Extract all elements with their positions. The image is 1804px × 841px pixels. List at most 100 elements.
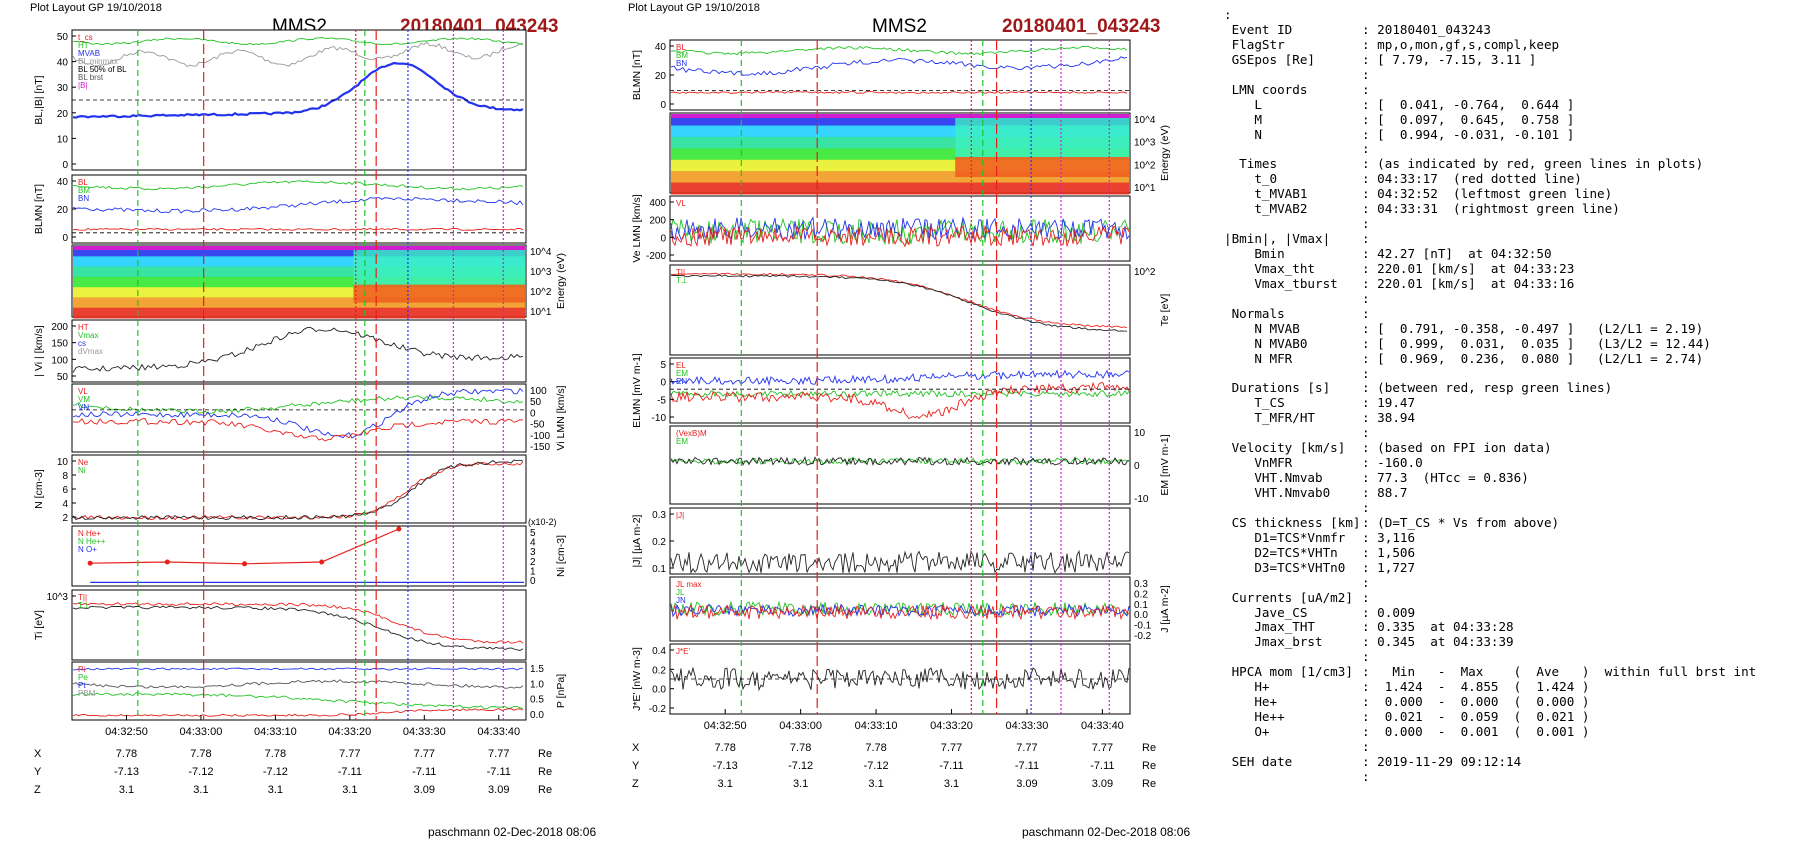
spectrogram-band [73,246,525,250]
summary-key: M [1224,111,1262,127]
y-axis-label: ELMN [mV m-1] [631,353,643,428]
y-tick-label: 20 [57,109,69,120]
summary-key: VHT.Nmvab [1224,470,1323,486]
panel-7: 0.3 0.2 0.1 |J| [µA m-2] |J| [631,507,1131,575]
ephem-value: -7.13 [114,766,139,778]
summary-value: : [1362,425,1370,441]
summary-value: : (as indicated by red, green lines in p… [1362,156,1704,172]
summary-key: He++ [1224,709,1285,725]
y-tick-label-right: 10^4 [1134,115,1156,126]
summary-line: : [1224,500,1800,516]
legend-entry: |B| [78,81,88,90]
y-tick-label: 5 [660,360,666,371]
summary-key: Bmin [1224,246,1285,261]
summary-key: D2=TCS*VHTn [1224,544,1338,560]
series-line [90,528,400,565]
spectrogram-band [671,114,1129,126]
summary-key: Jmax_THT [1224,619,1315,635]
summary-line: : [1224,216,1800,232]
y-tick-label-right: 10 [1134,428,1146,439]
y-tick-label-right: 10^2 [1134,267,1156,278]
y-axis-label: J [µA m-2] [1159,585,1171,633]
y-tick-label-right: -10 [1134,494,1149,505]
spectrogram-band [671,125,1129,138]
summary-key: He+ [1224,694,1278,710]
y-tick-label-right: 10^4 [530,247,552,258]
legend-entry: EN [676,377,687,386]
series-line [670,603,1130,621]
ephem-value: 3.1 [944,778,959,790]
y-tick-label-right: -0.2 [1134,631,1152,642]
y-tick-label: 150 [51,339,68,350]
y-tick-label-right: 0 [1134,461,1140,472]
series-line [670,90,1128,94]
y-tick-label: 6 [62,485,68,496]
y-axis-label: Ve LMN [km/s] [631,194,643,262]
legend-entry: VL [676,199,686,208]
y-axis-label: Vi LMN [km/s] [555,385,567,450]
series-line [72,180,524,191]
ephem-value: 3.1 [119,784,134,796]
summary-line: N: [ 0.994, -0.031, -0.101 ] [1224,127,1800,143]
y-axis-label: BLMN [nT] [33,184,45,234]
legend-entry: BL minmax [78,57,118,66]
legend-entry: J*E' [676,647,690,656]
summary-line: Jmax_brst: 0.345 at 04:33:39 [1224,634,1800,650]
footer: paschmann 02-Dec-2018 08:06 [428,825,596,839]
summary-value: : 0.000 - 0.001 ( 0.001 ) [1362,724,1590,739]
y-tick-label: 20 [57,205,69,216]
summary-value: : 3,116 [1362,529,1416,545]
summary-key: Jave_CS [1224,604,1308,620]
summary-value: : [1362,231,1370,247]
spectrogram-band [671,114,1129,118]
summary-value: : 04:33:17 (red dotted line) [1362,171,1582,187]
summary-value: : 04:32:52 (leftmost green line) [1362,186,1613,202]
y-tick-label-right: 10^3 [1134,138,1156,149]
summary-line: : [1224,66,1800,83]
legend-entry: Vmax [78,331,98,340]
summary-key: Normals [1224,305,1285,321]
summary-value: : 220.01 [km/s] at 04:33:16 [1362,275,1575,291]
panel-frame [71,383,527,453]
ephem-value: 3.1 [268,784,283,796]
legend-entry: N He++ [78,537,106,546]
ephem-value: 3.09 [414,784,435,796]
summary-value: : mp,o,mon,gf,s,compl,keep [1362,36,1560,52]
summary-line: t_0: 04:33:17 (red dotted line) [1224,171,1800,187]
summary-key: T_CS [1224,395,1285,411]
legend-entry: Pt [78,681,86,690]
y-tick-label-right: 0.2 [1134,589,1148,600]
ephem-value: 7.77 [941,742,962,754]
ephem-unit: Re [538,766,552,778]
spectrogram-band [73,276,525,288]
legend-entry: Ne [78,458,89,467]
summary-key: D1=TCS*Vnmfr [1224,529,1346,545]
event-title: 20180401_043243 [1002,16,1161,37]
ephem-value: -7.11 [1015,760,1039,772]
summary-line: : [1224,291,1800,307]
legend-entry: N He+ [78,529,101,538]
y-tick-label: 4 [62,499,68,510]
y-tick-label-right: 1 [530,566,536,577]
y-tick-label: 200 [51,322,68,333]
y-tick-label-right: 3 [530,547,536,558]
legend-entry: EM [676,369,688,378]
summary-value: : [1362,66,1370,82]
ephem-value: -7.11 [939,760,963,772]
legend-entry: PBM [78,689,96,698]
y-tick-label-right: 1.0 [530,679,544,690]
ephem-value: 7.78 [865,742,886,754]
summary-value: : [1362,738,1370,754]
ephem-unit: Re [538,784,552,796]
panel-frame [669,643,1131,715]
ephem-value: 7.78 [116,748,137,760]
spectrogram-band [671,171,1129,184]
series-line [72,227,524,231]
ephem-value: -7.12 [864,760,889,772]
